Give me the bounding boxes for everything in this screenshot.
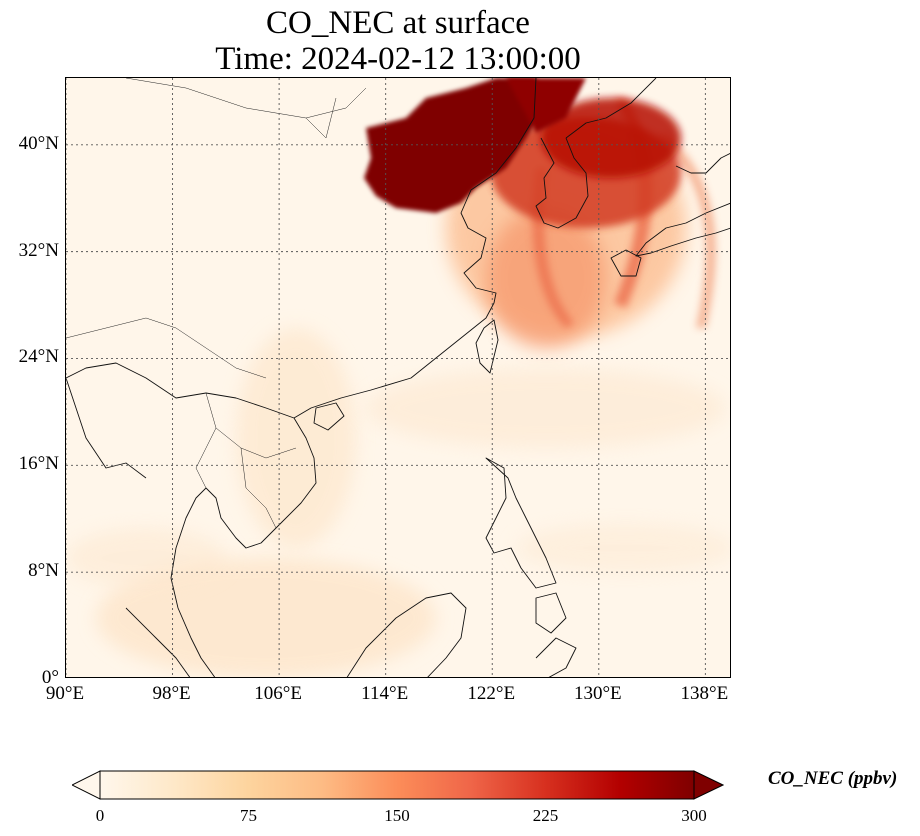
coastlines [66, 78, 730, 677]
country-borders [66, 78, 367, 529]
lat-tick-label: 32°N [18, 239, 59, 261]
lat-tick-label: 40°N [18, 132, 59, 154]
lon-tick-label: 90°E [45, 683, 85, 704]
lat-tick-label: 16°N [18, 453, 59, 475]
concentration-field [66, 78, 730, 677]
lon-tick-label: 130°E [573, 683, 622, 704]
colorbar-tick-label: 0 [95, 806, 105, 825]
colorbar-tick-label: 300 [681, 806, 707, 825]
gridlines [66, 78, 730, 677]
lat-tick-label: 0° [41, 667, 59, 688]
lon-tick-label: 138°E [680, 683, 729, 704]
lon-tick-label: 122°E [467, 683, 516, 704]
colorbar-tick-label: 75 [240, 806, 257, 825]
colorbar-gradient [99, 770, 695, 800]
map-title: CO_NEC at surface [266, 5, 530, 41]
lon-tick-label: 98°E [152, 683, 191, 704]
map-canvas [66, 78, 730, 677]
map-subtitle-time: Time: 2024-02-12 13:00:00 [215, 41, 581, 77]
lon-tick-label: 114°E [361, 683, 409, 704]
lon-tick-label: 106°E [254, 683, 302, 704]
colorbar-min-extension [72, 770, 101, 800]
colorbar-max-extension [693, 770, 724, 800]
colorbar-label: CO_NEC (ppbv) [768, 768, 898, 789]
colorbar-tick-label: 150 [384, 806, 410, 825]
colorbar-tick-label: 225 [532, 806, 559, 825]
lat-tick-label: 8°N [28, 560, 59, 582]
colorbar [72, 770, 724, 800]
lat-tick-label: 24°N [18, 346, 59, 368]
map-panel [65, 77, 731, 678]
